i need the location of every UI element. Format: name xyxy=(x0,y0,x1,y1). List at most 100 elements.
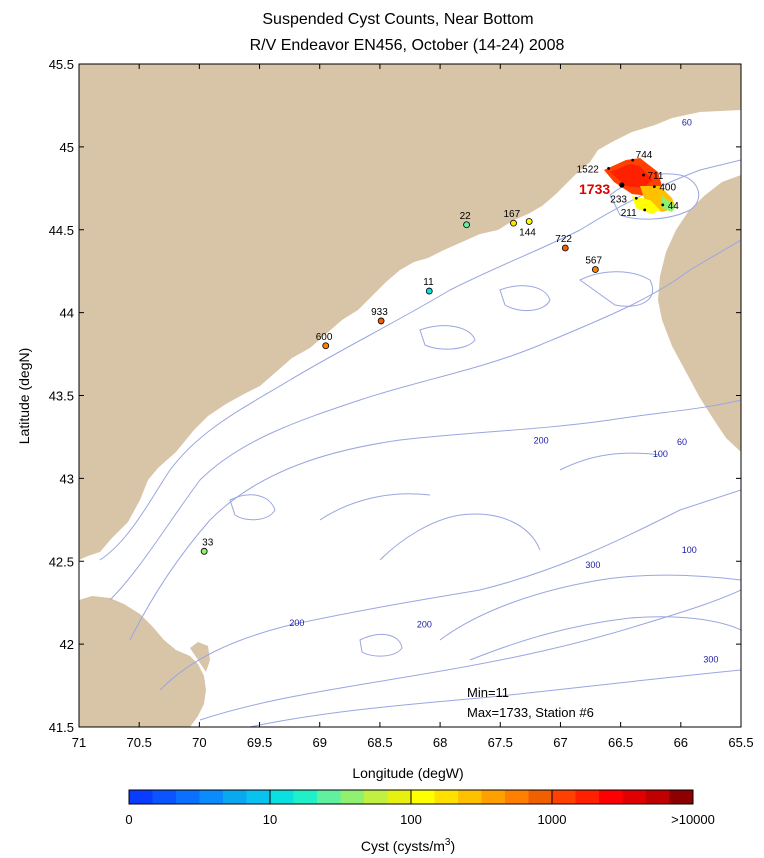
y-tick-label-5: 44 xyxy=(60,306,74,321)
station-label-9: 1522 xyxy=(577,164,600,175)
x-tick-label-6: 68 xyxy=(433,735,447,750)
station-point-1 xyxy=(322,342,330,350)
station-point-10 xyxy=(619,182,625,188)
station-point-0 xyxy=(200,547,208,555)
colorbar-swatch-15 xyxy=(481,790,506,804)
y-tick-label-6: 44.5 xyxy=(49,223,74,238)
station-label-12: 711 xyxy=(648,171,664,182)
land-maine-coast xyxy=(79,64,741,560)
colorbar-swatch-16 xyxy=(505,790,529,804)
colorbar-swatch-7 xyxy=(293,790,318,804)
station-point-13 xyxy=(652,185,656,189)
x-tick-label-5: 68.5 xyxy=(367,735,392,750)
colorbar-swatch-19 xyxy=(575,790,600,804)
colorbar-swatch-23 xyxy=(669,790,694,804)
station-label-14: 233 xyxy=(610,194,627,205)
station-label-2: 933 xyxy=(371,307,388,318)
colorbar-swatch-14 xyxy=(458,790,482,804)
station-label-13: 400 xyxy=(659,183,676,194)
colorbar-swatch-4 xyxy=(223,790,247,804)
station-label-6: 144 xyxy=(519,227,536,238)
isobath-label-8: 300 xyxy=(703,654,718,664)
colorbar-swatch-6 xyxy=(270,790,294,804)
station-point-16 xyxy=(661,203,665,207)
x-axis-label: Longitude (degW) xyxy=(352,765,463,781)
y-tick-label-1: 42 xyxy=(60,637,74,652)
land-cape-cod-hook xyxy=(190,642,210,672)
colorbar-tick-label-2: 100 xyxy=(400,812,422,827)
station-label-15: 211 xyxy=(621,208,637,219)
chart-title-line1: Suspended Cyst Counts, Near Bottom xyxy=(262,11,533,28)
x-tick-label-9: 66.5 xyxy=(608,735,633,750)
station-point-14 xyxy=(634,196,638,200)
station-label-4: 22 xyxy=(460,211,472,222)
colorbar-swatch-8 xyxy=(317,790,341,804)
station-label-3: 11 xyxy=(423,277,434,288)
colorbar-swatch-11 xyxy=(387,790,412,804)
station-point-9 xyxy=(607,167,610,170)
colorbar-swatch-18 xyxy=(552,790,576,804)
y-tick-label-7: 45 xyxy=(60,140,74,155)
x-tick-label-4: 69 xyxy=(312,735,326,750)
station-point-8 xyxy=(591,266,599,273)
colorbar-tick-label-4: >10000 xyxy=(671,812,715,827)
isobath-contours xyxy=(99,159,741,727)
colorbar-swatch-10 xyxy=(364,790,388,804)
station-point-7 xyxy=(561,244,569,252)
y-tick-label-3: 43 xyxy=(60,471,74,486)
y-tick-label-2: 42.5 xyxy=(49,554,74,569)
station-point-3 xyxy=(425,287,433,295)
station-point-5 xyxy=(510,219,517,227)
station-point-15 xyxy=(643,208,647,212)
colorbar-swatch-0 xyxy=(129,790,153,804)
x-tick-label-1: 70.5 xyxy=(127,735,152,750)
land-nova-scotia xyxy=(658,175,741,452)
x-tick-label-2: 70 xyxy=(192,735,206,750)
x-tick-label-10: 66 xyxy=(674,735,688,750)
colorbar-label-sup: 3 xyxy=(445,837,451,848)
x-tick-label-0: 71 xyxy=(72,735,86,750)
station-label-5: 167 xyxy=(504,209,521,220)
station-label-11: 744 xyxy=(636,150,653,161)
max-annotation: Max=1733, Station #6 xyxy=(467,705,594,720)
y-axis-label: Latitude (degN) xyxy=(16,348,32,445)
isobath-label-1: 60 xyxy=(677,437,687,447)
colorbar-label: Cyst (cysts/m3) xyxy=(361,837,455,854)
land-cape-cod xyxy=(79,596,206,727)
station-point-2 xyxy=(377,317,385,325)
colorbar-swatch-13 xyxy=(434,790,459,804)
concentration-patch xyxy=(604,158,676,214)
colorbar-swatch-20 xyxy=(599,790,623,804)
colorbar-swatch-5 xyxy=(246,790,271,804)
station-point-4 xyxy=(463,221,470,229)
isobath-label-3: 100 xyxy=(682,545,697,555)
colorbar-tick-label-0: 0 xyxy=(125,812,132,827)
station-label-7: 722 xyxy=(555,234,572,245)
colorbar-label-close: ) xyxy=(450,838,455,854)
isobath-label-5: 200 xyxy=(289,618,304,628)
x-tick-label-7: 67.5 xyxy=(488,735,513,750)
colorbar-swatch-21 xyxy=(622,790,647,804)
station-point-12 xyxy=(642,173,645,177)
colorbar-swatch-2 xyxy=(176,790,200,804)
isobath-labels: 60 60 100 100 200 200 200 300 300 xyxy=(289,117,718,664)
isobath-label-4: 200 xyxy=(534,436,549,446)
colorbar xyxy=(128,789,694,805)
station-label-1: 600 xyxy=(316,332,333,343)
isobath-label-2: 100 xyxy=(653,449,668,459)
station-point-6 xyxy=(525,218,533,225)
station-point-11 xyxy=(631,158,635,162)
isobath-label-6: 200 xyxy=(417,620,432,630)
colorbar-label-main: Cyst (cysts/m xyxy=(361,838,445,854)
colorbar-swatch-22 xyxy=(646,790,670,804)
colorbar-ticks: 0 10 100 1000 >10000 xyxy=(125,790,715,827)
colorbar-tick-label-1: 10 xyxy=(263,812,277,827)
y-axis-ticks: 41.5 42 42.5 43 43.5 44 44.5 45 45.5 xyxy=(49,57,741,735)
y-tick-label-0: 41.5 xyxy=(49,720,74,735)
y-tick-label-4: 43.5 xyxy=(49,389,74,404)
y-tick-label-8: 45.5 xyxy=(49,57,74,72)
colorbar-swatch-1 xyxy=(152,790,177,804)
isobath-label-0: 60 xyxy=(682,117,692,127)
colorbar-tick-label-3: 1000 xyxy=(538,812,567,827)
